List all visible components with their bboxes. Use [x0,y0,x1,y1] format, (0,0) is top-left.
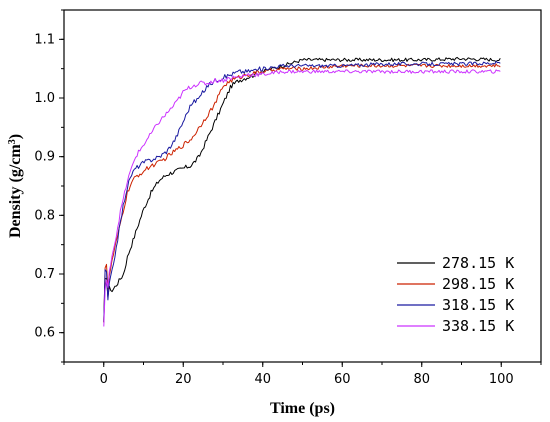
series-line [103,69,501,327]
legend-label: 338.15 K [442,317,514,335]
legend-label: 318.15 K [442,296,514,314]
legend: 278.15 K 298.15 K 318.15 K 338.15 K [397,254,514,335]
x-tick-label: 100 [489,372,514,387]
y-tick-label: 1.1 [34,32,55,47]
plot-frame [63,9,542,363]
y-tick-label: 0.7 [34,267,55,282]
x-tick-label: 40 [254,372,271,387]
y-axis-label-close: ) [7,134,24,139]
x-axis-label: Time (ps) [270,400,335,417]
y-axis-label: Density (g/cm3) [7,134,25,238]
y-axis-label-superscript: 3 [7,139,18,144]
y-tick-label: 0.6 [34,326,55,341]
series-line [103,56,501,323]
series-layer [103,56,501,327]
series-line [103,63,501,323]
x-tick-label: 20 [175,372,192,387]
y-axis-ticks: 0.6 0.7 0.8 0.9 1.0 1.1 [34,9,64,363]
x-tick-label: 60 [334,372,351,387]
y-axis-label-main: Density (g/cm [7,144,24,238]
series-line [103,60,501,322]
legend-label: 278.15 K [442,254,514,272]
y-tick-label: 0.9 [34,150,55,165]
x-axis-ticks: 0 20 40 60 80 100 [63,362,542,387]
y-tick-label: 0.8 [34,208,55,223]
x-tick-label: 80 [413,372,430,387]
legend-label: 298.15 K [442,275,514,293]
x-tick-label: 0 [100,372,108,387]
y-tick-label: 1.0 [34,91,55,106]
